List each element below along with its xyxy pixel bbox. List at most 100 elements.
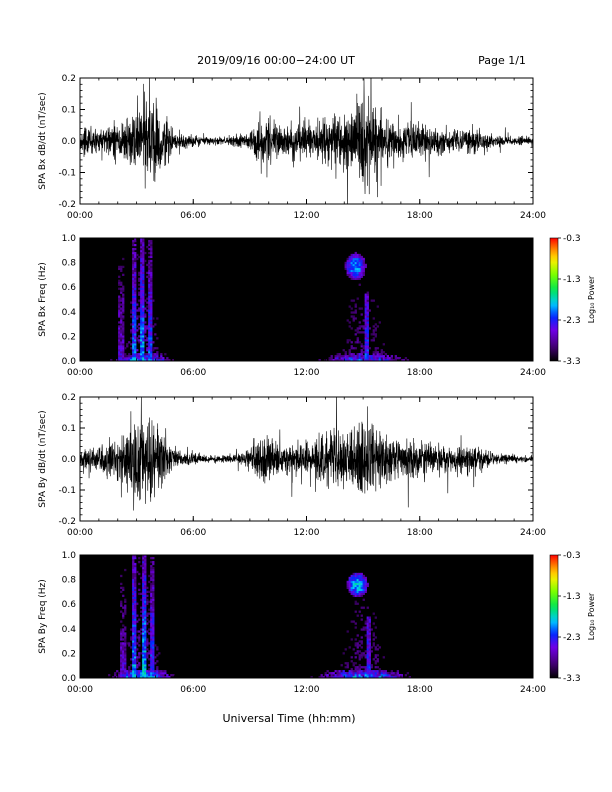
heatmap-cell xyxy=(364,303,367,306)
heatmap-cell xyxy=(150,277,153,280)
heatmap-cell xyxy=(144,634,147,637)
heatmap-cell xyxy=(148,650,151,653)
heatmap-cell xyxy=(134,644,137,647)
heatmap-cell xyxy=(324,672,327,675)
y-tick-label: 0.6 xyxy=(62,600,77,610)
heatmap-cell xyxy=(346,359,349,362)
heatmap-cells xyxy=(110,238,410,362)
heatmap-cell xyxy=(372,672,375,675)
heatmap-cell xyxy=(358,664,361,667)
heatmap-cell xyxy=(364,656,367,659)
heatmap-cell xyxy=(146,622,149,625)
heatmap-cell xyxy=(352,672,355,675)
heatmap-cell xyxy=(364,339,367,342)
heatmap-cell xyxy=(346,582,349,586)
y-tick-label: 0.1 xyxy=(62,106,76,116)
heatmap-cell xyxy=(354,586,357,590)
heatmap-cell xyxy=(130,676,133,679)
heatmap-cell xyxy=(348,646,351,649)
colorbar-tick-label: -0.3 xyxy=(563,551,581,561)
heatmap-cell xyxy=(138,556,141,560)
heatmap-cell xyxy=(140,610,143,613)
x-axis-title: Universal Time (hh:mm) xyxy=(223,712,356,725)
y-tick-label: 0.2 xyxy=(62,649,76,659)
heatmap-cell xyxy=(140,253,143,257)
heatmap-cell xyxy=(348,580,351,584)
heatmap-cell xyxy=(144,580,147,584)
heatmap-cell xyxy=(332,672,335,675)
heatmap-cell xyxy=(364,576,367,580)
heatmap-cell xyxy=(366,658,369,661)
heatmap-cell xyxy=(134,612,137,615)
heatmap-cell xyxy=(142,656,145,659)
heatmap-cell xyxy=(352,261,355,265)
heatmap-cell xyxy=(144,612,147,615)
heatmap-cell xyxy=(392,672,395,675)
heatmap-cell xyxy=(360,345,363,348)
heatmap-cell xyxy=(124,650,127,653)
heatmap-cell xyxy=(152,606,155,609)
heatmap-cell xyxy=(120,353,123,356)
heatmap-cell xyxy=(350,271,353,275)
heatmap-cell xyxy=(132,355,135,358)
heatmap-cell xyxy=(354,574,357,578)
heatmap-cell xyxy=(150,349,153,352)
y-tick-label: 1.0 xyxy=(62,234,77,244)
heatmap-cell xyxy=(152,666,155,669)
heatmap-cell xyxy=(356,644,359,647)
heatmap-cell xyxy=(136,630,139,633)
heatmap-cell xyxy=(360,642,363,645)
heatmap-cell xyxy=(134,676,137,679)
heatmap-cell xyxy=(144,329,147,332)
heatmap-cell xyxy=(366,644,369,647)
heatmap-cell xyxy=(150,311,153,314)
heatmap-cell xyxy=(134,596,137,599)
heatmap-cell xyxy=(148,341,151,344)
heatmap-cell xyxy=(122,331,125,334)
heatmap-cell xyxy=(376,670,379,673)
heatmap-cell xyxy=(358,353,361,356)
heatmap-cell xyxy=(152,618,155,621)
heatmap-cell xyxy=(132,303,135,306)
heatmap-cell xyxy=(374,616,377,619)
heatmap-cell xyxy=(116,359,119,362)
heatmap-cell xyxy=(120,291,123,294)
heatmap-cell xyxy=(366,662,369,665)
heatmap-cell xyxy=(142,676,145,679)
heatmap-cell xyxy=(362,598,365,601)
heatmap-cell xyxy=(130,311,133,314)
heatmap-cell xyxy=(372,670,375,673)
heatmap-cell xyxy=(144,335,147,338)
heatmap-cell xyxy=(356,578,359,582)
heatmap-cell xyxy=(120,600,123,603)
heatmap-cell xyxy=(382,359,385,362)
heatmap-cell xyxy=(348,269,351,273)
heatmap-cell xyxy=(368,666,371,669)
heatmap-cell xyxy=(132,313,135,316)
heatmap-cell xyxy=(348,325,351,328)
heatmap-cell xyxy=(338,674,341,677)
heatmap-cell xyxy=(148,319,151,322)
heatmap-cell xyxy=(366,650,369,653)
heatmap-cell xyxy=(354,359,357,362)
heatmap-cell xyxy=(364,676,367,679)
heatmap-cell xyxy=(142,315,145,318)
heatmap-cell xyxy=(138,271,141,275)
heatmap-cell xyxy=(150,289,153,292)
heatmap-cell xyxy=(124,666,127,669)
heatmap-cell xyxy=(360,331,363,334)
heatmap-cell xyxy=(140,245,143,249)
heatmap-cell xyxy=(144,586,147,590)
heatmap-cell xyxy=(148,664,151,667)
heatmap-cell xyxy=(132,608,135,611)
heatmap-cell xyxy=(152,357,155,360)
heatmap-cell xyxy=(144,582,147,586)
heatmap-cell xyxy=(150,251,153,255)
heatmap-cell xyxy=(144,592,147,595)
heatmap-cell xyxy=(142,670,145,673)
heatmap-cell xyxy=(344,351,347,354)
heatmap-cell xyxy=(150,273,153,276)
heatmap-cell xyxy=(142,674,145,677)
heatmap-cell xyxy=(136,315,139,318)
heatmap-cell xyxy=(144,624,147,627)
